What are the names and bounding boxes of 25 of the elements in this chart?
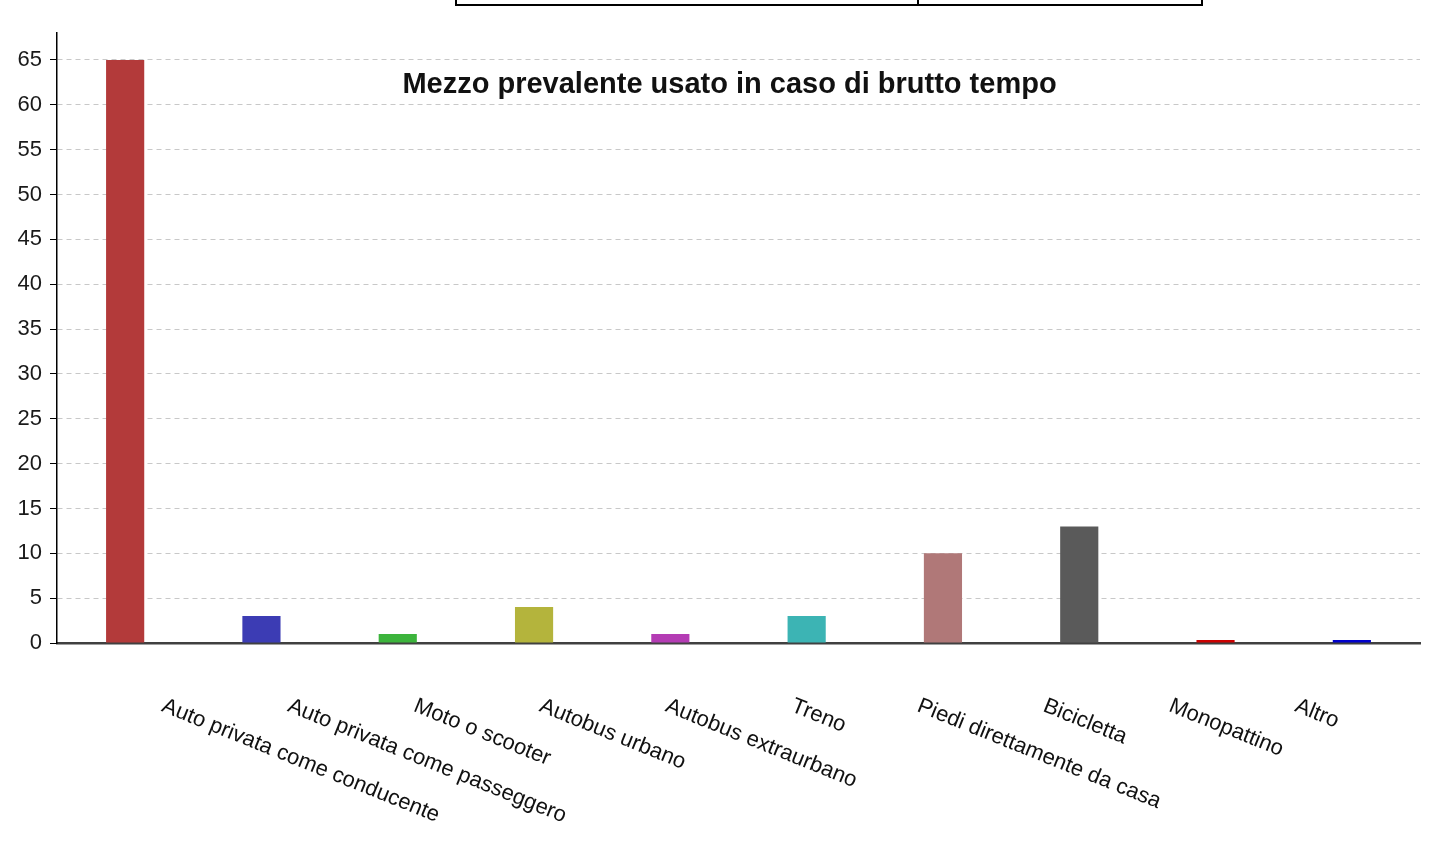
bar [787,616,826,643]
y-tick-label: 50 [17,180,42,206]
y-tick-label: 30 [17,359,42,385]
bar [106,59,145,643]
bar [923,553,963,643]
x-tick-label: Treno [788,692,851,737]
y-tick-label: 5 [29,584,42,610]
y-tick-label: 25 [17,404,42,430]
y-tick-label: 65 [17,45,42,71]
y-tick-label: 20 [17,449,42,475]
bar [1060,526,1099,643]
y-tick-label: 0 [29,629,42,655]
y-tick-label: 40 [17,270,42,296]
text: Mezzo prevalente usato in caso di brutto tempo [402,67,1057,99]
bar [514,607,554,643]
bar [651,634,690,643]
bar [242,616,281,643]
y-tick-label: 10 [17,539,42,565]
y-tick-label: 15 [17,494,42,520]
y-tick-label: 45 [17,225,42,251]
x-tick-label: Altro [1291,692,1344,733]
y-tick-label: 35 [17,315,42,341]
y-tick-label: 55 [17,135,42,161]
y-tick-label: 60 [17,90,42,116]
bar [378,634,417,643]
